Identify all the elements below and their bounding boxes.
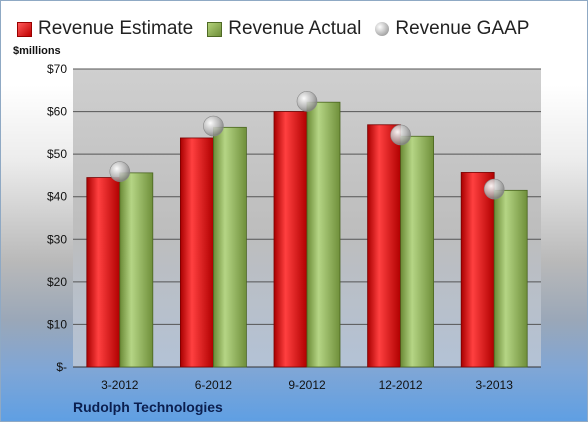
legend-swatch-estimate	[17, 21, 32, 37]
bar-revenue-actual	[212, 126, 247, 368]
legend-label-estimate: Revenue Estimate	[38, 18, 194, 39]
legend-swatch-actual	[207, 21, 223, 37]
bar-revenue-actual	[306, 101, 341, 368]
bar-revenue-estimate	[367, 124, 402, 368]
bar-revenue-estimate	[460, 172, 495, 368]
y-tick-label: $30	[47, 232, 67, 246]
legend-label-gaap: Revenue GAAP	[395, 18, 530, 39]
legend-label-actual: Revenue Actual	[228, 18, 362, 39]
y-tick-label: $60	[47, 105, 67, 119]
marker-revenue-gaap	[483, 178, 505, 200]
legend-marker-gaap	[375, 22, 390, 36]
marker-revenue-gaap	[203, 115, 224, 137]
y-tick-label: $20	[47, 275, 67, 289]
y-tick-label: $50	[47, 147, 67, 161]
y-tick-label: $40	[47, 190, 67, 204]
legend: Revenue Estimate Revenue Actual Revenue …	[17, 15, 543, 43]
y-tick-label: $10	[47, 317, 67, 331]
marker-revenue-gaap	[109, 161, 131, 182]
x-tick-label: 12-2012	[379, 378, 423, 392]
bar-revenue-estimate	[179, 137, 214, 368]
company-name: Rudolph Technologies	[73, 399, 223, 415]
marker-revenue-gaap	[296, 91, 318, 112]
y-tick-label: $-	[56, 360, 67, 374]
bar-revenue-actual	[493, 189, 528, 368]
marker-revenue-gaap	[390, 124, 411, 146]
y-tick-label: $70	[47, 62, 67, 76]
x-tick-label: 6-2012	[195, 378, 233, 392]
x-tick-label: 3-2012	[101, 378, 139, 392]
x-tick-label: 9-2012	[288, 378, 326, 392]
bar-revenue-actual	[400, 135, 435, 368]
bar-revenue-estimate	[86, 177, 121, 368]
y-axis-unit-label: $millions	[13, 45, 61, 57]
legend-item-estimate: Revenue Estimate	[17, 18, 193, 40]
x-tick-label: 3-2013	[476, 378, 514, 392]
legend-item-gaap: Revenue GAAP	[375, 18, 529, 40]
bar-revenue-estimate	[273, 111, 308, 368]
bar-revenue-actual	[119, 172, 154, 368]
legend-item-actual: Revenue Actual	[207, 18, 361, 40]
